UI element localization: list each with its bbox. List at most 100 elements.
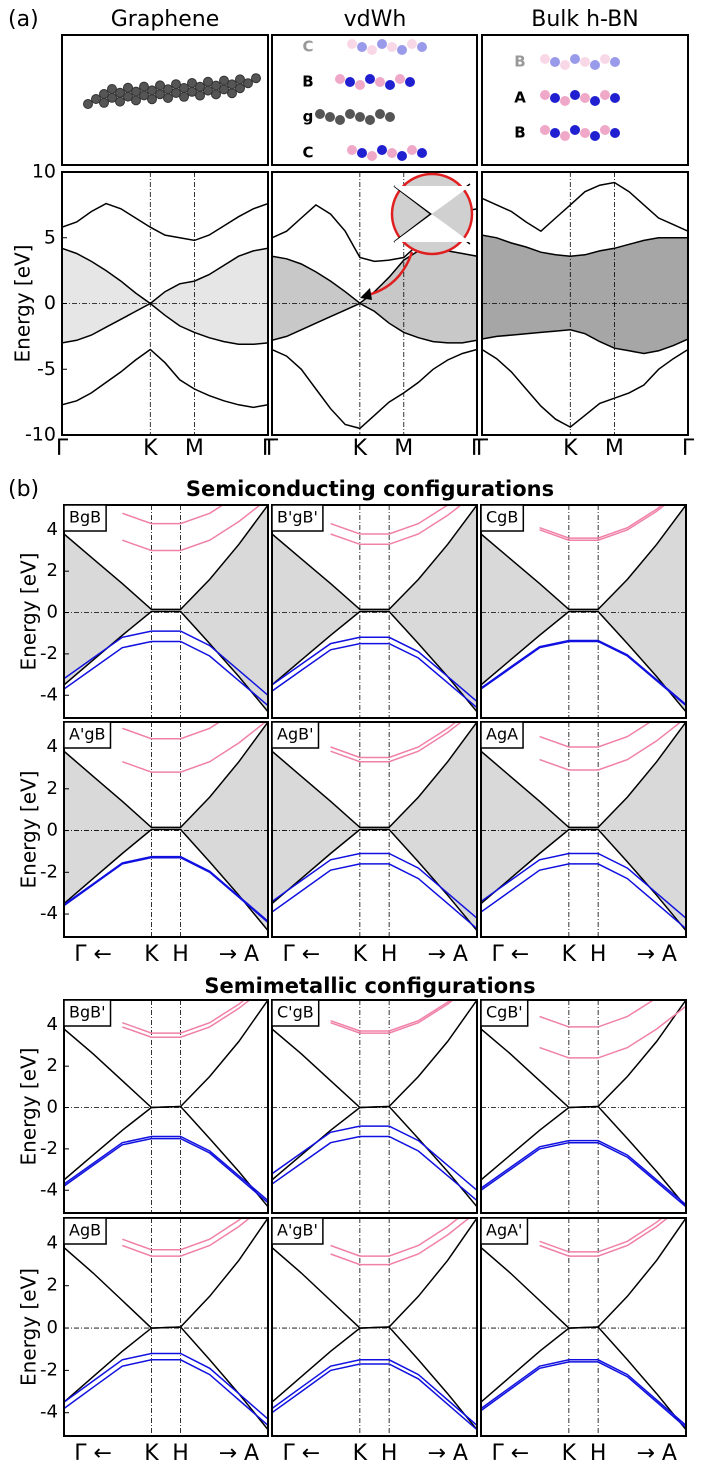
band — [481, 505, 686, 611]
band — [272, 636, 477, 703]
atom — [407, 145, 417, 155]
band — [272, 1135, 477, 1202]
band — [481, 639, 686, 706]
x-tick-label: Γ ← — [491, 1441, 529, 1466]
atom — [405, 77, 415, 87]
x-tick-label: Γ — [471, 436, 484, 461]
band — [482, 181, 688, 233]
gap-shade — [481, 722, 686, 931]
section-title: Semimetallic configurations — [204, 974, 535, 998]
atom — [357, 42, 367, 52]
band — [481, 640, 686, 707]
atom — [417, 42, 427, 52]
x-tick-label: Γ ← — [282, 1441, 320, 1466]
x-tick-label: K — [353, 436, 368, 461]
band — [330, 722, 463, 763]
panel-frame — [271, 171, 478, 436]
x-tick-label: Γ — [266, 436, 279, 461]
atom — [171, 79, 181, 90]
y-tick-label: 2 — [47, 560, 58, 581]
band — [122, 722, 267, 773]
y-tick-label: 0 — [47, 602, 58, 623]
atom — [325, 112, 335, 122]
atom — [155, 80, 165, 91]
y-tick-label: 5 — [44, 226, 56, 248]
band — [272, 1326, 477, 1431]
x-tick-label: K — [144, 942, 159, 967]
x-tick-label: H — [590, 942, 607, 967]
title-box — [271, 1217, 324, 1245]
band — [122, 1000, 251, 1038]
band — [122, 1218, 243, 1251]
x-tick-label: K — [143, 436, 158, 461]
panel-title: A'gB — [69, 725, 105, 744]
title-box — [271, 999, 320, 1027]
atom — [580, 93, 590, 103]
layer-label: B — [514, 53, 525, 71]
atom — [179, 83, 189, 93]
atom — [377, 39, 387, 49]
layer-label: C — [302, 38, 313, 56]
band — [539, 1218, 664, 1253]
atom — [377, 145, 387, 155]
atom — [540, 54, 550, 64]
y-axis-label: Energy [eV] — [17, 1268, 41, 1386]
atom — [99, 89, 109, 99]
band — [481, 1326, 686, 1431]
x-tick-label: Γ — [476, 436, 489, 461]
band — [64, 610, 268, 713]
band — [539, 505, 664, 539]
band — [122, 722, 221, 740]
atom — [550, 128, 560, 138]
band — [330, 505, 463, 546]
x-tick-label: H — [590, 1441, 607, 1466]
x-tick-label: K — [562, 1441, 577, 1466]
atom — [580, 57, 590, 67]
y-axis-label: Energy [eV] — [17, 771, 41, 889]
atom — [347, 145, 357, 155]
band — [62, 302, 268, 346]
layer-label: B — [514, 124, 525, 142]
band — [539, 1218, 669, 1257]
y-tick-label: -4 — [40, 903, 58, 924]
y-tick-label: 0 — [47, 1317, 58, 1338]
structures — [83, 39, 620, 161]
gap-shade — [64, 722, 268, 931]
band — [122, 505, 225, 525]
band — [64, 722, 268, 829]
y-tick-label: 2 — [47, 1275, 58, 1296]
y-tick-label: -4 — [40, 1179, 58, 1200]
atom — [147, 85, 157, 96]
panel-frame — [63, 721, 269, 938]
panel-frame — [480, 721, 687, 938]
column-title: Bulk h-BN — [531, 7, 639, 32]
atom — [375, 109, 385, 119]
atom — [580, 128, 590, 138]
y-tick-label: 0 — [47, 1097, 58, 1118]
band — [272, 1363, 477, 1431]
x-tick-label: K — [144, 1441, 159, 1466]
column-title: vdWh — [344, 7, 407, 32]
atom — [540, 125, 550, 135]
atom — [397, 151, 407, 161]
panel-title: A'gB' — [277, 1221, 318, 1240]
band — [272, 642, 477, 709]
band — [481, 722, 686, 829]
atom — [560, 131, 570, 141]
band — [64, 1135, 268, 1202]
atom — [139, 81, 149, 92]
band — [64, 1326, 268, 1431]
band — [272, 852, 477, 919]
x-tick-label: M — [605, 436, 624, 461]
panel-title: AgB' — [277, 725, 313, 744]
band — [64, 1352, 268, 1420]
title-box — [63, 1217, 107, 1245]
atom — [335, 74, 345, 84]
section-title: Semiconducting configurations — [186, 477, 554, 501]
title-box — [63, 999, 112, 1027]
panel-frame — [271, 504, 478, 719]
atom — [91, 94, 101, 104]
atom — [203, 76, 213, 87]
band — [330, 722, 457, 759]
band — [481, 1141, 686, 1208]
